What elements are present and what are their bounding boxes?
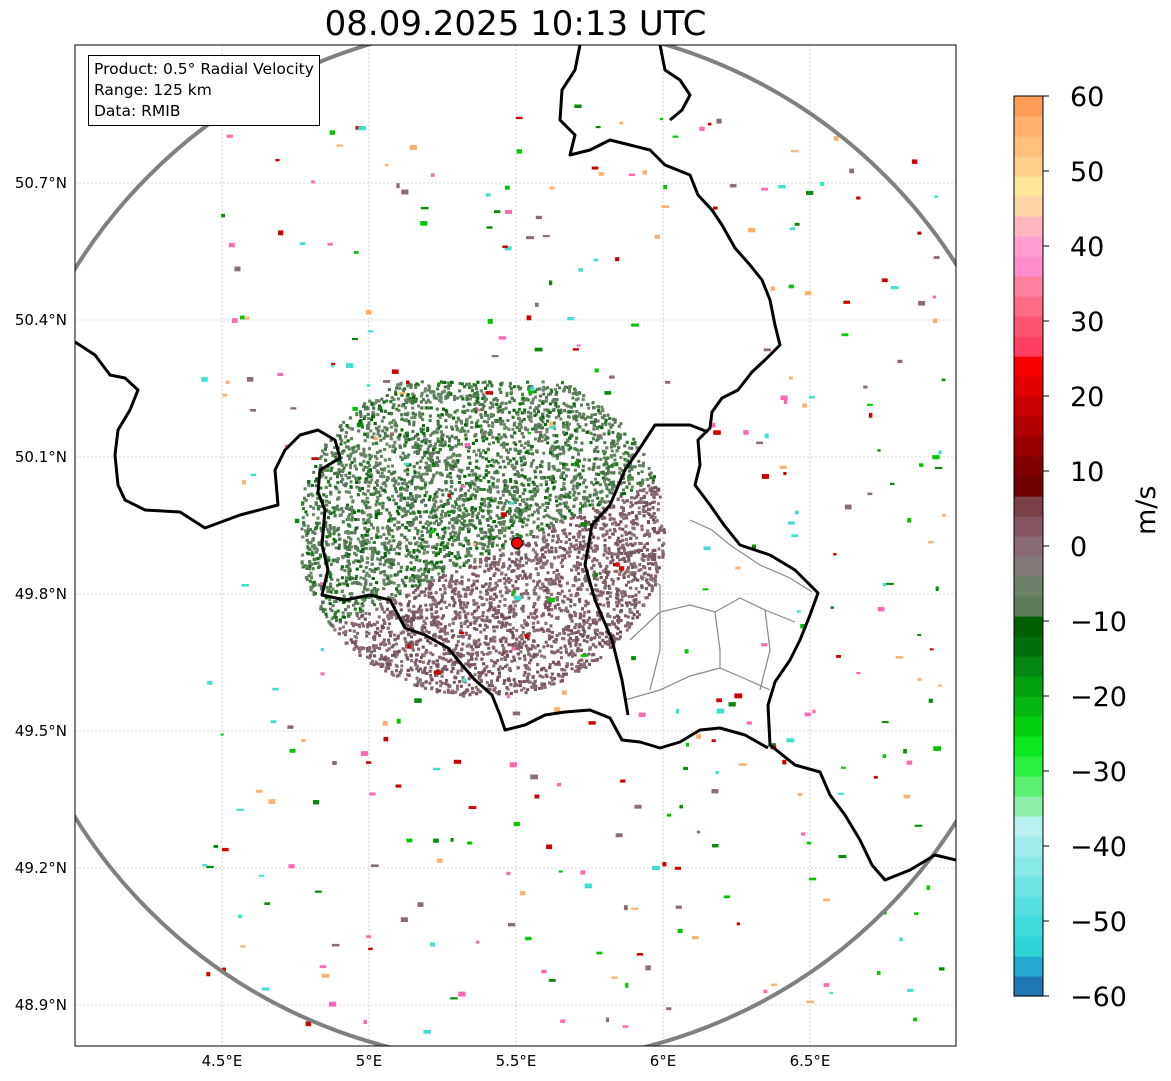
colorbar-tick-label: 40 [1070, 232, 1104, 263]
colorbar-ticks: 60 50 40 30 20 10 0 −10 −20 −30 −40 −50 −60 [1043, 82, 1127, 1013]
colorbar-segment [1014, 636, 1043, 657]
colorbar-segment [1014, 196, 1043, 217]
colorbar-segment [1014, 876, 1043, 897]
colorbar-segment [1014, 436, 1043, 457]
colorbar-segment [1014, 816, 1043, 837]
range-text: Range: 125 km [94, 81, 212, 99]
colorbar-segment [1014, 416, 1043, 437]
lat-tick-label: 50.1°N [15, 448, 67, 466]
lon-tick-label: 5°E [356, 1052, 383, 1070]
lon-tick-label: 6°E [650, 1052, 677, 1070]
colorbar-segment [1014, 896, 1043, 917]
colorbar-segment [1014, 916, 1043, 937]
colorbar-tick-label: 10 [1070, 457, 1104, 488]
country-borders [75, 45, 956, 882]
lat-tick-label: 50.7°N [15, 174, 67, 192]
colorbar-segment [1014, 796, 1043, 817]
colorbar-segment [1014, 176, 1043, 197]
colorbar-segment [1014, 856, 1043, 877]
colorbar-segment [1014, 356, 1043, 377]
map-title: 08.09.2025 10:13 UTC [324, 4, 707, 44]
colorbar-segment [1014, 676, 1043, 697]
colorbar-segment [1014, 456, 1043, 477]
colorbar-segment [1014, 936, 1043, 957]
colorbar-segment [1014, 976, 1043, 997]
radar-site-marker[interactable] [511, 537, 523, 549]
colorbar-segment [1014, 476, 1043, 497]
lat-tick-label: 49.8°N [15, 585, 67, 603]
colorbar-tick-label: 20 [1070, 382, 1104, 413]
colorbar-unit-label: m/s [1131, 485, 1162, 535]
lat-tick-label: 48.9°N [15, 996, 67, 1014]
colorbar-tick-label: 30 [1070, 307, 1104, 338]
colorbar-segment [1014, 376, 1043, 397]
colorbar-segment [1014, 496, 1043, 517]
colorbar-segment [1014, 656, 1043, 677]
colorbar-segment [1014, 316, 1043, 337]
colorbar-segment [1014, 276, 1043, 297]
colorbar-segment [1014, 836, 1043, 857]
colorbar-segment [1014, 516, 1043, 537]
colorbar-segment [1014, 716, 1043, 737]
colorbar-tick-label: 60 [1070, 82, 1104, 113]
colorbar-segment [1014, 256, 1043, 277]
colorbar-segment [1014, 536, 1043, 557]
colorbar-tick-label: −50 [1070, 907, 1127, 938]
colorbar-segment [1014, 576, 1043, 597]
velocity-echoes [201, 104, 946, 1034]
colorbar-tick-label: 50 [1070, 157, 1104, 188]
data-source-text: Data: RMIB [94, 102, 181, 120]
lat-tick-label: 50.4°N [15, 311, 67, 329]
colorbar-tick-label: −60 [1070, 982, 1127, 1013]
colorbar-segment [1014, 956, 1043, 977]
plot-frame [74, 44, 957, 1047]
province-borders [624, 519, 813, 701]
colorbar-segment [1014, 556, 1043, 577]
colorbar-tick-label: −10 [1070, 607, 1127, 638]
colorbar-segment [1014, 616, 1043, 637]
colorbar-segment [1014, 236, 1043, 257]
colorbar-segment [1014, 596, 1043, 617]
product-text: Product: 0.5° Radial Velocity [94, 60, 314, 78]
colorbar-tick-label: −20 [1070, 682, 1127, 713]
colorbar-segment [1014, 136, 1043, 157]
latitude-labels: 50.7°N 50.4°N 50.1°N 49.8°N 49.5°N 49.2°N 48.9… [15, 174, 67, 1014]
colorbar-segment [1014, 156, 1043, 177]
colorbar-tick-label: 0 [1070, 532, 1087, 563]
colorbar-tick-label: −40 [1070, 832, 1127, 863]
colorbar-segment [1014, 216, 1043, 237]
lon-tick-label: 6.5°E [790, 1052, 831, 1070]
colorbar-segment [1014, 296, 1043, 317]
colorbar-tick-label: −30 [1070, 757, 1127, 788]
longitude-labels: 4.5°E 5°E 5.5°E 6°E 6.5°E [202, 1052, 831, 1070]
lat-tick-label: 49.5°N [15, 722, 67, 740]
info-box: Product: 0.5° Radial Velocity Range: 125… [88, 55, 320, 126]
lon-tick-label: 5.5°E [496, 1052, 537, 1070]
colorbar [1013, 95, 1044, 997]
colorbar-segment [1014, 336, 1043, 357]
colorbar-segment [1014, 736, 1043, 757]
colorbar-segment [1014, 396, 1043, 417]
lon-tick-label: 4.5°E [202, 1052, 243, 1070]
lat-tick-label: 49.2°N [15, 859, 67, 877]
colorbar-segment [1014, 116, 1043, 137]
colorbar-segment [1014, 696, 1043, 717]
colorbar-segment [1014, 756, 1043, 777]
colorbar-segment [1014, 776, 1043, 797]
colorbar-segment [1014, 96, 1043, 117]
